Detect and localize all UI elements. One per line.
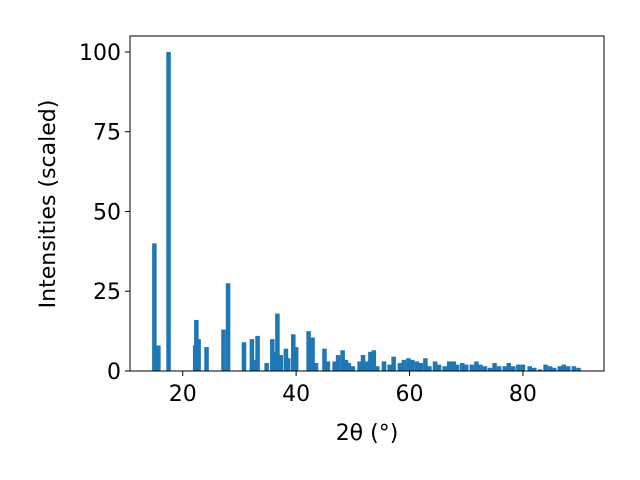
bar xyxy=(531,367,537,371)
bar xyxy=(547,366,553,371)
bar xyxy=(310,337,315,371)
bar xyxy=(346,363,352,371)
bar xyxy=(275,313,280,371)
bar xyxy=(156,345,161,371)
bar xyxy=(520,364,526,371)
bar xyxy=(516,364,521,371)
bar xyxy=(332,361,337,371)
bar xyxy=(225,283,231,371)
bar xyxy=(391,356,396,371)
bar xyxy=(561,364,567,371)
bar xyxy=(306,331,311,371)
bar xyxy=(350,366,356,371)
bar xyxy=(506,363,512,371)
bar xyxy=(204,347,209,371)
bar xyxy=(414,361,420,371)
bar xyxy=(482,366,488,371)
bar xyxy=(502,366,508,371)
x-tick-label: 60 xyxy=(396,382,424,407)
plot-frame xyxy=(129,35,605,372)
bar xyxy=(360,355,366,371)
y-tick-label: 0 xyxy=(107,360,121,385)
x-tick-label: 20 xyxy=(169,382,197,407)
bar xyxy=(221,329,226,371)
bar xyxy=(278,355,284,371)
bar xyxy=(401,359,407,371)
bar xyxy=(249,339,255,371)
bar xyxy=(557,366,563,371)
bar xyxy=(446,361,452,371)
bar xyxy=(423,358,428,371)
bar xyxy=(487,367,493,371)
bar xyxy=(427,366,432,371)
bar xyxy=(322,348,327,371)
y-tick-label: 25 xyxy=(93,280,121,305)
bar xyxy=(166,51,171,371)
bar xyxy=(196,339,201,371)
y-axis-label: Intensities (scaled) xyxy=(36,100,61,309)
bar xyxy=(152,243,157,371)
bar xyxy=(357,361,362,371)
bar xyxy=(335,355,341,371)
bar xyxy=(387,364,392,371)
y-tick-label: 100 xyxy=(79,41,121,66)
bar xyxy=(285,358,291,371)
bar xyxy=(527,366,532,371)
bar xyxy=(368,351,373,371)
bar xyxy=(410,359,415,371)
bar xyxy=(364,361,370,371)
bar xyxy=(432,361,438,371)
bar xyxy=(418,363,424,371)
bar xyxy=(293,347,299,371)
bar xyxy=(451,361,457,371)
bar xyxy=(576,367,581,371)
x-tick-label: 80 xyxy=(509,382,537,407)
y-tick-label: 75 xyxy=(93,121,121,146)
bar xyxy=(496,366,502,371)
bar xyxy=(397,363,403,371)
y-tick-label: 50 xyxy=(93,200,121,225)
bar xyxy=(270,339,275,371)
bar xyxy=(442,366,447,371)
bar xyxy=(551,367,557,371)
bar xyxy=(381,361,387,371)
bar xyxy=(492,363,497,371)
bar xyxy=(474,361,479,371)
bar xyxy=(264,363,269,371)
bar xyxy=(436,364,442,371)
x-tick-label: 40 xyxy=(282,382,310,407)
bar xyxy=(511,366,516,371)
x-axis-label: 2θ (°) xyxy=(336,421,399,446)
bar xyxy=(537,369,543,371)
bar xyxy=(566,366,571,371)
bar xyxy=(454,364,460,371)
bar xyxy=(340,350,345,371)
bar xyxy=(571,366,577,371)
bar xyxy=(543,364,548,371)
bar xyxy=(371,350,377,371)
bar xyxy=(478,364,483,371)
bar xyxy=(252,359,258,371)
bar xyxy=(406,358,411,371)
bar xyxy=(241,342,247,371)
bar xyxy=(313,363,319,371)
bar xyxy=(459,363,465,371)
bar xyxy=(343,359,349,371)
bar xyxy=(325,361,331,371)
bar xyxy=(255,335,260,371)
bar xyxy=(469,364,475,371)
bar xyxy=(374,366,380,371)
bar xyxy=(291,334,296,371)
bar xyxy=(463,364,469,371)
